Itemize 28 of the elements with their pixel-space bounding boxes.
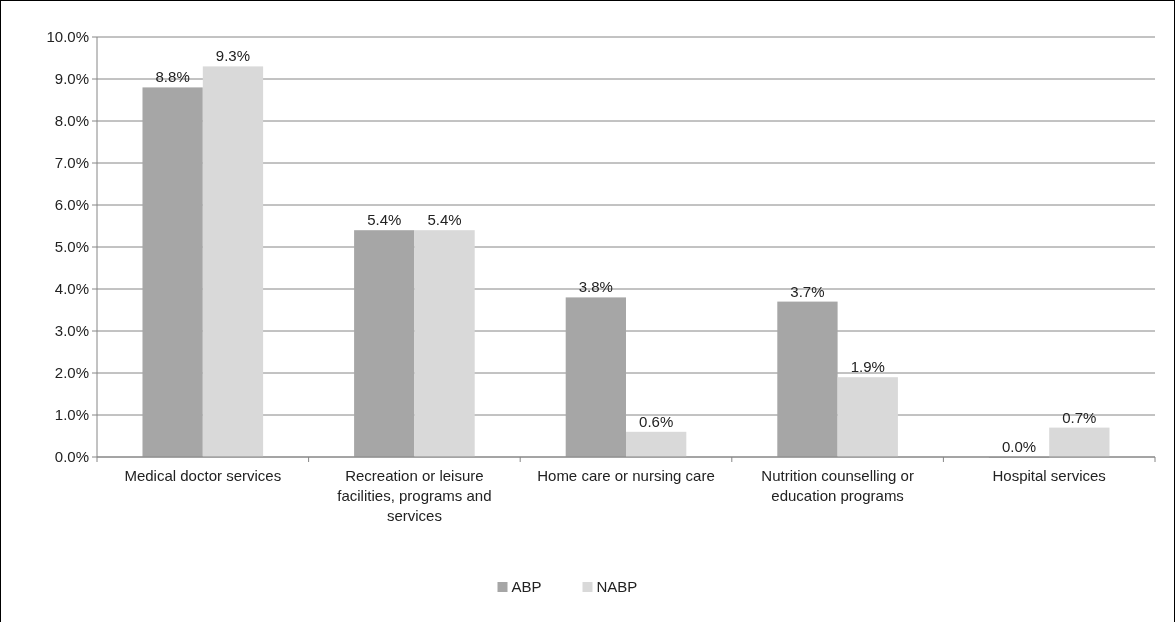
x-tick-label: Hospital services	[992, 467, 1106, 484]
x-tick-label: Home care or nursing care	[537, 467, 715, 484]
y-tick-label: 4.0%	[54, 280, 89, 298]
y-tick-label: 10.0%	[46, 28, 89, 46]
data-label: 9.3%	[215, 47, 251, 65]
data-label: 0.0%	[1001, 438, 1037, 455]
data-label: 5.4%	[367, 211, 402, 229]
y-tick-label: 8.0%	[54, 112, 89, 130]
x-tick-label: Medical doctor services	[124, 467, 282, 484]
data-label: 5.4%	[427, 211, 462, 229]
y-tick-label: 9.0%	[54, 70, 89, 88]
legend-label: NABP	[596, 578, 638, 596]
x-tick-label: Nutrition counselling or education programs	[761, 467, 914, 504]
y-tick-label: 0.0%	[54, 448, 89, 466]
x-tick-label: Recreation or leisure facilities, programs and services	[337, 467, 492, 524]
y-tick-label: 7.0%	[54, 154, 89, 172]
y-tick-label: 2.0%	[54, 364, 89, 382]
data-label: 3.8%	[578, 278, 613, 296]
y-tick-label: 3.0%	[54, 322, 89, 340]
data-label: 8.8%	[155, 68, 190, 86]
data-label: 0.7%	[1062, 408, 1097, 426]
y-tick-label: 1.0%	[54, 406, 89, 424]
legend-label: ABP	[511, 578, 542, 596]
y-tick-label: 6.0%	[54, 196, 89, 214]
data-label: 1.9%	[850, 358, 885, 376]
y-tick-label: 5.0%	[54, 238, 89, 256]
data-label: 0.6%	[639, 412, 674, 430]
data-label: 3.7%	[790, 282, 825, 300]
